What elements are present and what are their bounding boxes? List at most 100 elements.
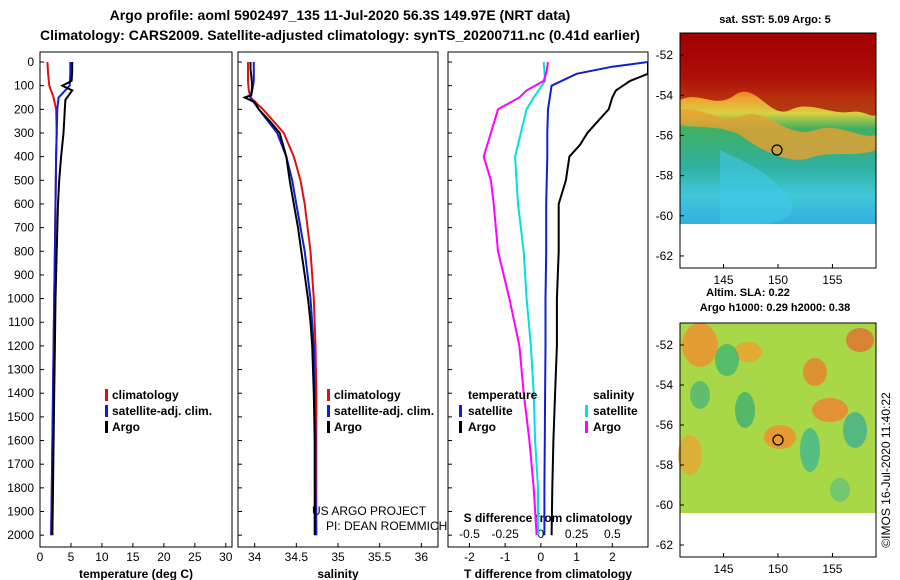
- x-tick-label: 2: [609, 550, 616, 564]
- x-tick-label: 35: [331, 550, 345, 564]
- legend-climatology: climatology: [334, 388, 401, 402]
- legend-swatch-argo: [327, 421, 330, 433]
- x-tick-label: 1: [573, 550, 580, 564]
- pi-annotation: PI: DEAN ROEMMICH: [326, 519, 447, 533]
- series-line-t-argo: [550, 62, 648, 536]
- x-tick-label: 20: [157, 550, 171, 564]
- sst-nodata: [680, 224, 876, 268]
- salinity-x-ticks: 34 34.5 35 35.5 36: [248, 543, 428, 564]
- legend-s-satellite: satellite: [593, 404, 638, 418]
- lon-tick-label: 155: [822, 273, 842, 287]
- temperature-panel-frame: [39, 51, 233, 548]
- depth-tick-label: 200: [14, 102, 34, 116]
- sla-blob: [715, 344, 739, 376]
- legend-swatch-s-argo: [585, 421, 588, 433]
- sla-map-ticks: 145 150 155 -52 -54 -56 -58 -60 -62: [656, 338, 843, 576]
- x-tick-label: 0: [538, 550, 545, 564]
- depth-tick-label: 1900: [7, 505, 34, 519]
- series-line-s-satellite: [514, 61, 547, 536]
- legend-temperature-title: temperature: [468, 388, 538, 402]
- salinity-series: [242, 62, 318, 536]
- salinity-legend: climatology satellite-adj. clim. Argo: [327, 388, 434, 434]
- series-line-argo: [51, 62, 74, 536]
- x-tick-label: 36: [415, 550, 429, 564]
- depth-tick-label: 500: [14, 173, 34, 187]
- x-tick-label: 0: [37, 550, 44, 564]
- lon-tick-label: 150: [768, 562, 788, 576]
- legend-swatch-satellite: [327, 405, 330, 417]
- depth-tick-label: 2000: [7, 528, 34, 542]
- depth-tick-label: 1500: [7, 410, 34, 424]
- x-tick-label: 10: [95, 550, 109, 564]
- depth-tick-label: 1800: [7, 481, 34, 495]
- lat-tick-label: -58: [656, 169, 674, 183]
- s-tick-label: 0: [538, 527, 545, 541]
- lat-tick-label: -56: [656, 128, 674, 142]
- s-tick-label: -0.25: [491, 527, 519, 541]
- project-annotation: US ARGO PROJECT: [312, 504, 427, 518]
- legend-satellite-adj: satellite-adj. clim.: [334, 404, 434, 418]
- sla-blob: [764, 425, 796, 449]
- sst-map: [679, 32, 877, 269]
- imos-credit: ©IMOS 16-Jul-2020 11:40:22: [879, 392, 893, 548]
- sst-map-ticks: 145 150 155 -52 -54 -56 -58 -60 -62: [656, 48, 843, 287]
- difference-panel-frame: [447, 51, 649, 548]
- difference-xlabel: T difference from climatology: [464, 567, 632, 580]
- lon-tick-label: 155: [822, 562, 842, 576]
- depth-tick-label: 1200: [7, 339, 34, 353]
- sla-argo-marker: [772, 434, 784, 446]
- sla-blob: [846, 328, 874, 352]
- depth-tick-label: 400: [14, 150, 34, 164]
- sla-blob: [843, 412, 867, 448]
- series-line-s-argo: [482, 61, 549, 536]
- legend-argo: Argo: [112, 420, 140, 434]
- depth-tick-label: 100: [14, 79, 34, 93]
- sla-blob: [690, 381, 710, 409]
- legend-swatch-climatology: [327, 389, 330, 401]
- s-difference-top-ticks: -0.5 -0.25 0 0.25 0.5: [459, 527, 621, 541]
- lon-tick-label: 145: [714, 273, 734, 287]
- depth-tick-label: 1700: [7, 457, 34, 471]
- sla-nodata: [680, 513, 876, 557]
- figure-title-line1: Argo profile: aoml 5902497_135 11-Jul-20…: [110, 7, 571, 23]
- temperature-xlabel: temperature (deg C): [79, 567, 193, 580]
- sst-map-title: sat. SST: 5.09 Argo: 5: [719, 14, 830, 26]
- legend-swatch-t-argo: [459, 421, 462, 433]
- sla-blob: [800, 428, 820, 472]
- difference-legend: temperature satellite Argo salinity sate…: [459, 388, 638, 434]
- lat-tick-label: -52: [656, 48, 674, 62]
- s-difference-top-label: S difference from climatology: [464, 511, 633, 525]
- legend-swatch-s-satellite: [585, 405, 588, 417]
- x-tick-label: 5: [68, 550, 75, 564]
- legend-t-argo: Argo: [468, 420, 496, 434]
- s-tick-label: 0.5: [604, 527, 621, 541]
- sst-front: [680, 109, 876, 160]
- series-line-satellite-adj-clim-: [50, 62, 72, 536]
- depth-tick-label: 0: [27, 55, 34, 69]
- lat-tick-label: -52: [656, 338, 674, 352]
- depth-tick-label: 800: [14, 244, 34, 258]
- sla-map: [678, 322, 877, 558]
- difference-x-ticks: -2 -1 0 1 2: [464, 543, 616, 564]
- x-tick-label: 34: [248, 550, 262, 564]
- legend-swatch-t-satellite: [459, 405, 462, 417]
- sla-blob: [812, 398, 848, 422]
- lat-tick-label: -54: [656, 88, 674, 102]
- difference-series: [482, 61, 648, 536]
- depth-tick-label: 1400: [7, 386, 34, 400]
- sla-map-title-line2: Argo h1000: 0.29 h2000: 0.38: [700, 302, 850, 314]
- sla-blob: [735, 392, 755, 428]
- depth-tick-label: 1300: [7, 363, 34, 377]
- sla-blob: [734, 342, 762, 362]
- legend-t-satellite: satellite: [468, 404, 513, 418]
- depth-tick-label: 1100: [8, 315, 34, 329]
- depth-tick-label: 900: [14, 268, 34, 282]
- lon-tick-label: 145: [714, 562, 734, 576]
- lat-tick-label: -62: [656, 538, 674, 552]
- sst-cold-region: [720, 150, 793, 224]
- lat-tick-label: -60: [656, 209, 674, 223]
- legend-climatology: climatology: [112, 388, 179, 402]
- sla-blob: [830, 478, 850, 502]
- temperature-series: [46, 61, 74, 536]
